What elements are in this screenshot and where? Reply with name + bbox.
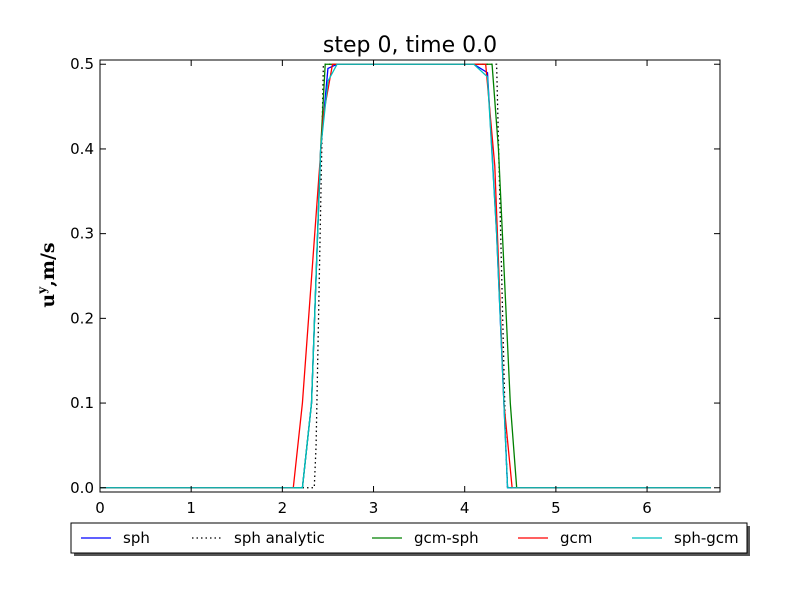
y-axis-label: uy,m/s (35, 242, 59, 307)
x-tick-label: 5 (551, 499, 561, 517)
series-line-gcm-sph (100, 63, 711, 489)
series-line-sph-gcm (100, 63, 711, 489)
ticks-layer: 0 1 2 3 4 5 6 0.0 0.1 0.2 0.3 0.4 0.5 (70, 55, 720, 517)
y-tick-label: 0.1 (70, 394, 94, 412)
chart-title: step 0, time 0.0 (323, 33, 497, 58)
y-tick-label: 0.5 (70, 55, 94, 73)
y-axis-label-base: u (37, 294, 59, 308)
x-tick-label: 1 (186, 499, 196, 517)
y-tick-label: 0.4 (70, 140, 94, 158)
legend-label: sph (123, 529, 150, 547)
y-tick-label: 0.3 (70, 225, 94, 243)
x-tick-label: 6 (642, 499, 652, 517)
y-tick-label: 0.2 (70, 309, 94, 327)
y-axis-label-rest: ,m/s (37, 242, 59, 286)
x-tick-label: 0 (95, 499, 105, 517)
legend-label: sph-gcm (674, 529, 739, 547)
series-line-sph (100, 63, 711, 489)
x-tick-label: 2 (278, 499, 288, 517)
x-tick-label: 3 (369, 499, 379, 517)
y-axis-label-superscript: y (35, 286, 49, 295)
legend-label: gcm (560, 529, 592, 547)
y-tick-label: 0.0 (70, 479, 94, 497)
legend-label: sph analytic (234, 529, 325, 547)
legend-box (70, 522, 748, 554)
x-tick-label: 4 (460, 499, 470, 517)
plot-frame (99, 59, 721, 493)
legend: sph sph analytic gcm-sph gcm sph-gcm (70, 522, 750, 556)
series-line-sph-analytic (100, 63, 711, 489)
legend-label: gcm-sph (414, 529, 479, 547)
series-layer (100, 63, 711, 489)
series-line-gcm (100, 63, 711, 489)
